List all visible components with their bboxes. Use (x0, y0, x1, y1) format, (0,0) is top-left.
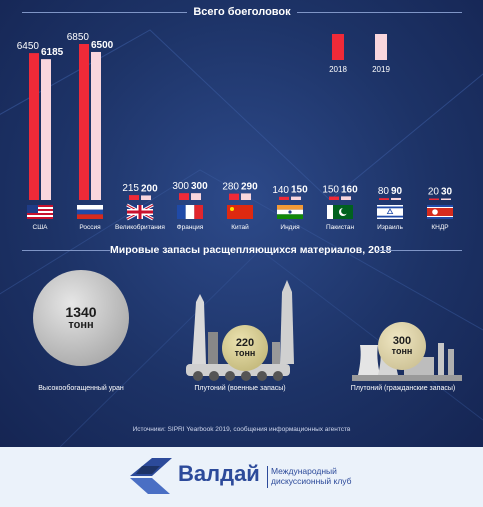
value-label-2018: 150 (322, 185, 339, 196)
flag-north-korea-icon (427, 205, 453, 219)
value-label-2018: 280 (222, 182, 239, 193)
legend-label-2019: 2019 (372, 65, 390, 74)
bar-2019 (341, 196, 351, 200)
bar-2019 (391, 197, 401, 200)
value-label-2018: 6450 (17, 41, 40, 52)
value-label-2019: 160 (341, 184, 358, 195)
bar-2019 (141, 195, 151, 200)
plutonium-military-unit: тонн (234, 348, 256, 359)
materials-divider-right (376, 250, 462, 251)
bar-2018 (179, 193, 189, 200)
footer (0, 447, 483, 507)
value-label-2018: 80 (378, 186, 390, 197)
plutonium-military-circle: 220 тонн (222, 325, 268, 371)
value-label-2019: 90 (391, 186, 403, 197)
brand-name: Валдай (178, 461, 260, 486)
plutonium-civil-label: Плутоний (гражданские запасы) (350, 385, 456, 392)
category-label: Франция (177, 224, 204, 231)
bar-2019 (191, 193, 201, 200)
brand-subtitle-line2: дискуссионный клуб (271, 475, 352, 486)
bar-2019 (91, 51, 101, 201)
value-label-2019: 150 (291, 185, 308, 196)
value-label-2018: 140 (272, 185, 289, 196)
category-label: Индия (280, 224, 300, 231)
value-label-2019: 300 (191, 181, 208, 192)
value-label-2019: 6500 (91, 40, 114, 51)
category-label: Китай (231, 223, 249, 231)
plutonium-civil-circle: 300 тонн (378, 322, 426, 370)
bar-2018 (379, 198, 389, 200)
uranium-circle: 1340 тонн (33, 270, 129, 366)
value-label-2019: 30 (441, 187, 453, 198)
uranium-value: 1340 (65, 303, 97, 320)
legend-swatch-2019 (375, 34, 387, 60)
flag-russia-icon (77, 205, 103, 219)
flag-usa-icon (27, 205, 53, 219)
bar-2018 (79, 44, 89, 200)
flag-israel-icon (377, 205, 403, 219)
plutonium-civil-value: 300 (392, 334, 412, 347)
legend-label-2018: 2018 (329, 65, 347, 74)
value-label-2018: 6850 (67, 32, 90, 43)
plutonium-military-label: Плутоний (военные запасы) (194, 385, 286, 392)
brand-subtitle: Международный дискуссионный клуб (271, 466, 352, 487)
flag-india-icon (277, 205, 303, 219)
legend-swatch-2018 (332, 34, 344, 60)
flag-pakistan-icon (327, 205, 353, 219)
category-label: Пакистан (326, 224, 355, 231)
category-label: Россия (79, 224, 101, 231)
flag-uk-icon (126, 203, 154, 221)
category-label: Великобритания (115, 223, 165, 231)
bar-2018 (429, 198, 439, 200)
bar-2019 (241, 193, 251, 200)
value-label-2018: 215 (122, 183, 139, 194)
source-note: Источники: SIPRI Yearbook 2019, сообщени… (132, 426, 351, 433)
uranium-unit: тонн (68, 318, 94, 331)
uranium-label: Высокообогащенный уран (38, 385, 124, 392)
category-label: КНДР (431, 224, 448, 231)
category-label: Израиль (377, 224, 403, 231)
bar-2018 (329, 196, 339, 200)
valdai-logo-icon (130, 458, 172, 494)
title-divider-right (297, 12, 462, 13)
flag-china-icon (227, 205, 253, 219)
value-label-2019: 200 (141, 183, 158, 194)
chart-title: Всего боеголовок (193, 6, 291, 18)
bar-2019 (441, 198, 451, 200)
bar-2018 (229, 193, 239, 200)
plutonium-civil-unit: тонн (391, 346, 413, 357)
category-label: США (33, 224, 49, 231)
bar-2018 (29, 53, 39, 200)
bar-2019 (41, 59, 51, 200)
value-label-2018: 20 (428, 187, 440, 198)
bar-2018 (279, 196, 289, 200)
materials-divider-left (22, 250, 110, 251)
value-label-2019: 290 (241, 181, 258, 192)
value-label-2019: 6185 (41, 47, 64, 58)
bar-2018 (129, 195, 139, 200)
bar-2019 (291, 196, 301, 200)
value-label-2018: 300 (172, 181, 189, 192)
brand-separator (267, 466, 268, 488)
plutonium-military-value: 220 (235, 336, 255, 349)
title-divider-left (22, 12, 187, 13)
brand-subtitle-line1: Международный (271, 466, 337, 476)
flag-france-icon (177, 205, 203, 219)
materials-title: Мировые запасы расщепляющихся материалов… (110, 244, 392, 256)
